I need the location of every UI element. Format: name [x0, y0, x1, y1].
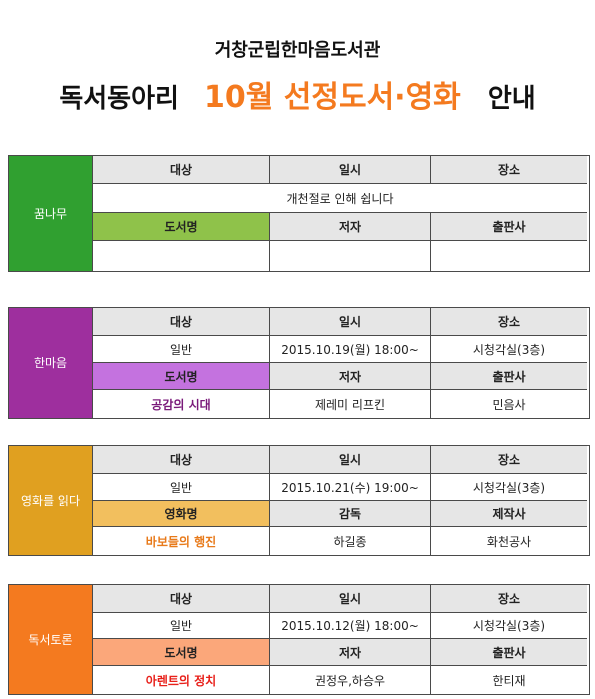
book-author — [270, 241, 431, 271]
book-title: 공감의 시대 — [93, 390, 270, 418]
header-author: 저자 — [270, 213, 431, 241]
header-publisher: 출판사 — [431, 363, 587, 390]
library-name: 거창군립한마음도서관 — [214, 40, 381, 61]
book-title: 아렌트의 정치 — [93, 666, 270, 694]
club-block-movie: 영화를 읽다 대상 일시 장소 일반 2015.10.21(수) 19:00~ … — [8, 445, 590, 556]
club-block-hanmaeum: 한마음 대상 일시 장소 일반 2015.10.19(월) 18:00~ 시청각… — [8, 307, 590, 419]
header-date: 일시 — [270, 585, 431, 613]
meeting-place: 시청각실(3층) — [431, 474, 587, 501]
header-place: 장소 — [431, 308, 587, 336]
header-publisher: 출판사 — [431, 639, 587, 666]
header-place: 장소 — [431, 156, 587, 184]
meeting-target: 일반 — [93, 474, 270, 501]
movie-title: 바보들의 행진 — [93, 527, 270, 555]
meeting-place: 시청각실(3층) — [431, 613, 587, 639]
meeting-date: 2015.10.21(수) 19:00~ — [270, 474, 431, 501]
header-studio: 제작사 — [431, 501, 587, 527]
book-title — [93, 241, 270, 271]
movie-studio: 화천공사 — [486, 534, 532, 549]
title-accent: 10월 선정도서·영화 — [203, 80, 461, 115]
book-publisher — [431, 241, 587, 271]
book-publisher: 민음사 — [492, 397, 526, 412]
title-suffix: 안내 — [487, 84, 536, 114]
meeting-date: 2015.10.12(월) 18:00~ — [270, 613, 431, 639]
header-publisher: 출판사 — [431, 213, 587, 241]
club-name: 영화를 읽다 — [9, 446, 93, 555]
book-author: 제레미 리프킨 — [270, 390, 431, 418]
header-target: 대상 — [93, 308, 270, 336]
book-publisher: 한티재 — [492, 673, 526, 688]
header-date: 일시 — [270, 308, 431, 336]
header-date: 일시 — [270, 156, 431, 184]
header-movie: 영화명 — [93, 501, 270, 527]
club-block-kkumnamu: 꿈나무 대상 일시 장소 개천절로 인해 쉽니다 도서명 저자 출판사 — [8, 155, 590, 272]
meeting-target: 일반 — [93, 336, 270, 363]
header-book: 도서명 — [93, 363, 270, 390]
club-block-discussion: 독서토론 대상 일시 장소 일반 2015.10.12(월) 18:00~ 시청… — [8, 584, 590, 695]
header-place: 장소 — [431, 585, 587, 613]
notice-text: 개천절로 인해 쉽니다 — [93, 184, 587, 213]
title-prefix: 독서동아리 — [59, 84, 179, 114]
header-book: 도서명 — [93, 639, 270, 666]
movie-director: 하길종 — [270, 527, 431, 555]
header-book: 도서명 — [93, 213, 270, 241]
club-name: 한마음 — [9, 308, 93, 418]
club-name: 독서토론 — [9, 585, 93, 694]
header-author: 저자 — [270, 639, 431, 666]
meeting-target: 일반 — [93, 613, 270, 639]
header-author: 저자 — [270, 363, 431, 390]
header-target: 대상 — [93, 585, 270, 613]
header-target: 대상 — [93, 446, 270, 474]
club-name: 꿈나무 — [9, 156, 93, 271]
header-place: 장소 — [431, 446, 587, 474]
header-director: 감독 — [270, 501, 431, 527]
page-title: 독서동아리 10월 선정도서·영화 안내 — [0, 72, 595, 116]
meeting-place: 시청각실(3층) — [431, 336, 587, 363]
header-target: 대상 — [93, 156, 270, 184]
book-author: 권정우,하승우 — [270, 666, 431, 694]
meeting-date: 2015.10.19(월) 18:00~ — [270, 336, 431, 363]
header-date: 일시 — [270, 446, 431, 474]
